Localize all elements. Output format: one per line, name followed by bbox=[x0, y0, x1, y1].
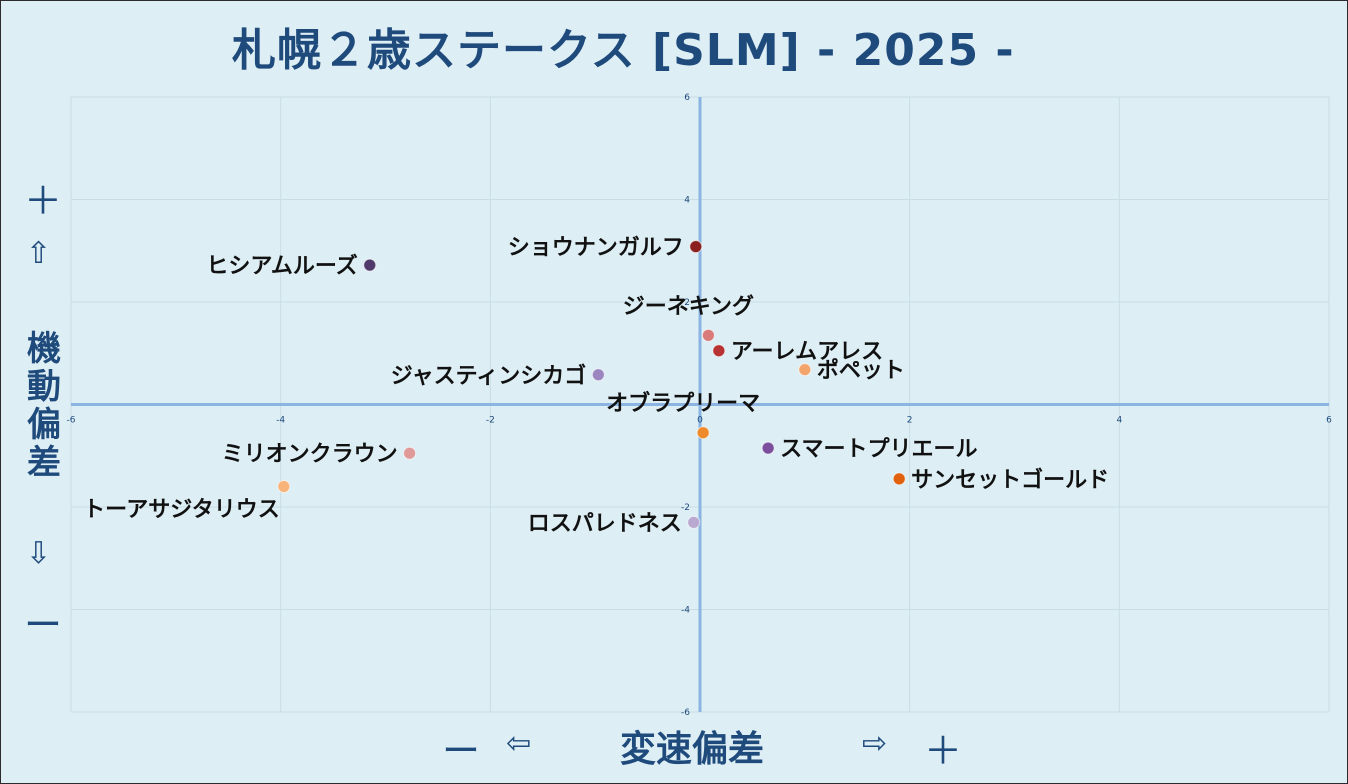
point-label: ヒシアムルーズ bbox=[206, 253, 357, 279]
y-tick-label: 6 bbox=[684, 93, 690, 103]
y-tick-label: -2 bbox=[681, 503, 690, 513]
x-tick-label: 4 bbox=[1116, 416, 1122, 426]
down-arrow-icon: ⇩ bbox=[26, 536, 52, 571]
chart-title: 札幌２歳ステークス [SLM] - 2025 - bbox=[232, 25, 1015, 76]
y-tick-label: -6 bbox=[681, 708, 690, 718]
data-point bbox=[892, 472, 906, 486]
up-arrow-icon: ⇧ bbox=[26, 236, 52, 271]
data-point bbox=[689, 240, 703, 254]
x-axis-label: 変速偏差 bbox=[620, 729, 765, 770]
x-tick-label: 6 bbox=[1326, 416, 1332, 426]
data-point bbox=[277, 480, 291, 493]
point-label: オブラプリーマ bbox=[606, 391, 760, 417]
data-point bbox=[696, 426, 710, 440]
point-label: ミリオンクラウン bbox=[222, 442, 398, 467]
data-point bbox=[687, 515, 701, 529]
y-axis-label: 機動偏差 bbox=[27, 329, 61, 483]
x-axis-plus-sign: ＋ bbox=[924, 729, 963, 773]
data-point bbox=[761, 441, 775, 455]
x-tick-label: 2 bbox=[907, 416, 913, 426]
point-label: ポペット bbox=[817, 358, 905, 384]
x-tick-label: -4 bbox=[276, 416, 285, 426]
left-arrow-icon: ⇦ bbox=[506, 726, 532, 761]
data-point bbox=[798, 363, 812, 377]
data-point bbox=[591, 368, 605, 382]
point-label: アーレムアレス bbox=[731, 340, 883, 365]
data-point bbox=[363, 258, 377, 272]
point-label: ショウナンガルフ bbox=[508, 236, 684, 261]
y-axis-plus-sign: ＋ bbox=[24, 179, 63, 223]
data-point bbox=[701, 328, 715, 342]
point-label: ジーネキング bbox=[623, 293, 754, 319]
x-tick-label: -2 bbox=[486, 416, 495, 426]
point-label: スマートプリエール bbox=[780, 437, 977, 462]
y-tick-label: 4 bbox=[684, 196, 690, 206]
data-point bbox=[403, 446, 417, 460]
point-label: サンセットゴールド bbox=[911, 467, 1109, 493]
y-axis-minus-sign: ー bbox=[24, 603, 63, 647]
x-axis-minus-sign: ー bbox=[442, 729, 481, 773]
right-arrow-icon: ⇨ bbox=[862, 726, 888, 761]
x-tick-label: -6 bbox=[67, 416, 76, 426]
data-point bbox=[712, 344, 726, 358]
y-tick-label: -4 bbox=[681, 606, 690, 616]
y-tick-label: 2 bbox=[684, 298, 690, 308]
point-label: ロスパレドネス bbox=[528, 511, 682, 536]
point-label: トーアサジタリウス bbox=[83, 498, 280, 523]
x-tick-label: 0 bbox=[697, 416, 703, 426]
point-label: ジャスティンシカゴ bbox=[391, 363, 587, 389]
